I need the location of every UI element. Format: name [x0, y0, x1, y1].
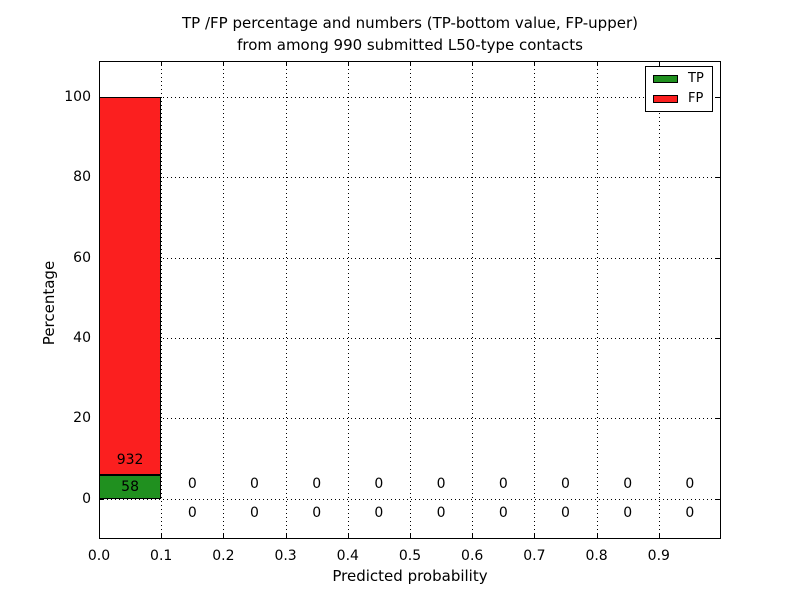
x-axis-label: Predicted probability — [332, 567, 488, 585]
x-tick-bottom — [161, 534, 163, 538]
x-tick-top — [161, 62, 163, 66]
tp-count-label: 0 — [623, 504, 633, 521]
fp-count-label: 0 — [561, 475, 570, 492]
x-tick-top — [534, 62, 536, 66]
tp-count-label: 0 — [436, 504, 446, 521]
legend-item-fp: FP — [646, 91, 712, 107]
x-tick-bottom — [410, 534, 411, 538]
fp-count-label: 0 — [374, 475, 384, 492]
x-tick-label: 0.5 — [398, 548, 422, 564]
tp-count-label: 0 — [498, 504, 508, 521]
x-tick-top — [347, 62, 349, 66]
tp-count-label: 0 — [561, 504, 570, 521]
tp-count-label: 0 — [312, 504, 322, 521]
legend-label-tp: TP — [688, 71, 704, 86]
y-tick-right — [716, 97, 720, 99]
fp-count-label: 0 — [685, 475, 695, 492]
x-tick-top — [410, 62, 411, 66]
y-tick-label: 80 — [73, 169, 91, 186]
x-tick-label: 0.7 — [523, 548, 546, 564]
y-tick-right — [716, 418, 720, 420]
fp-count-label: 932 — [116, 452, 144, 469]
y-tick-right — [716, 257, 720, 259]
x-tick-label: 0.2 — [212, 548, 235, 564]
y-tick-label: 0 — [82, 490, 91, 507]
x-tick-bottom — [472, 534, 474, 538]
x-tick-label: 0.4 — [336, 548, 359, 564]
fp-count-label: 0 — [250, 475, 259, 492]
tp-count-label: 0 — [250, 504, 259, 521]
gridline-x-0.4 — [347, 61, 349, 539]
tp-count-label: 0 — [685, 504, 695, 521]
x-tick-bottom — [534, 534, 536, 538]
x-tick-top — [658, 62, 660, 66]
x-tick-bottom — [285, 534, 287, 538]
x-tick-label: 0.0 — [87, 548, 111, 564]
x-tick-top — [596, 62, 598, 66]
fp-count-label: 0 — [623, 475, 633, 492]
y-tick-right — [716, 338, 720, 340]
x-tick-label: 0.9 — [647, 548, 670, 564]
x-tick-bottom — [596, 534, 598, 538]
x-tick-top — [472, 62, 474, 66]
x-tick-label: 0.8 — [585, 548, 608, 564]
gridline-x-0.2 — [223, 61, 225, 539]
y-tick-label: 60 — [73, 249, 91, 266]
legend-label-fp: FP — [688, 91, 704, 106]
x-tick-top — [223, 62, 225, 66]
chart-title-line2: from among 990 submitted L50-type contac… — [237, 36, 583, 54]
tp-count-label: 0 — [187, 504, 197, 521]
gridline-x-0.6 — [472, 61, 474, 539]
x-tick-label: 0.6 — [461, 548, 484, 564]
gridline-x-0.7 — [534, 61, 536, 539]
x-tick-bottom — [347, 534, 349, 538]
gridline-x-0.1 — [161, 61, 163, 539]
chart-title-line1: TP /FP percentage and numbers (TP-bottom… — [182, 14, 638, 32]
chart-title: TP /FP percentage and numbers (TP-bottom… — [99, 12, 721, 56]
legend-swatch-fp — [653, 95, 678, 103]
gridline-x-0.8 — [596, 61, 598, 539]
x-tick-bottom — [223, 534, 225, 538]
x-tick-label: 0.3 — [274, 548, 297, 564]
y-tick-label: 40 — [73, 330, 91, 347]
fp-count-label: 0 — [436, 475, 446, 492]
gridline-x-0.9 — [658, 61, 660, 539]
legend-item-tp: TP — [646, 71, 712, 87]
y-tick-left — [100, 498, 104, 500]
gridline-x-0.5 — [410, 61, 411, 539]
tp-count-label: 58 — [121, 479, 139, 496]
x-tick-label: 0.1 — [150, 548, 173, 564]
y-tick-right — [716, 177, 720, 179]
gridline-x-0.3 — [285, 61, 287, 539]
tp-count-label: 0 — [374, 504, 384, 521]
legend: TP FP — [645, 66, 713, 112]
y-tick-label: 100 — [64, 89, 91, 106]
bar-tp-bin-0 — [99, 475, 162, 499]
x-tick-top — [99, 62, 100, 66]
fp-count-label: 0 — [312, 475, 322, 492]
legend-swatch-tp — [653, 75, 678, 83]
x-tick-top — [285, 62, 287, 66]
y-tick-label: 20 — [73, 410, 91, 427]
fp-count-label: 0 — [187, 475, 197, 492]
bar-fp-bin-0 — [99, 97, 162, 476]
x-tick-bottom — [99, 534, 100, 538]
fp-count-label: 0 — [498, 475, 508, 492]
x-tick-bottom — [658, 534, 660, 538]
y-tick-right — [716, 498, 720, 500]
